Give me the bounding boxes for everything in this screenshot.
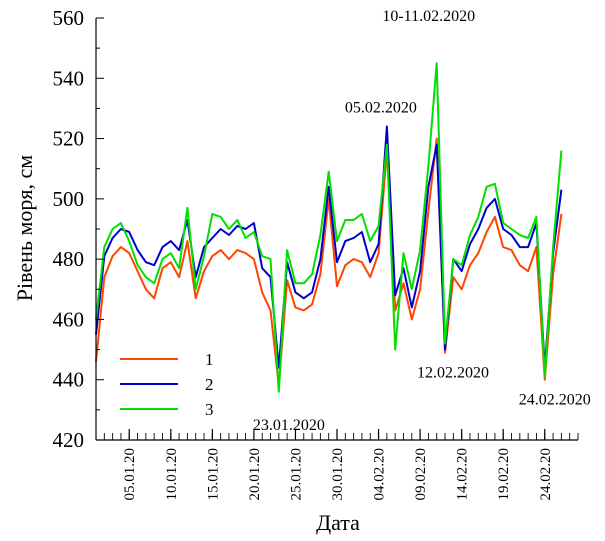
x-tick-label: 09.02.20 bbox=[413, 448, 429, 501]
y-tick-label: 500 bbox=[53, 187, 85, 211]
x-tick-label: 30.01.20 bbox=[330, 448, 346, 501]
y-tick-label: 540 bbox=[53, 66, 85, 90]
series-layer bbox=[95, 62, 563, 393]
x-tick-label: 20.01.20 bbox=[247, 448, 263, 501]
legend-label-3: 3 bbox=[205, 400, 214, 419]
legend: 1 2 3 bbox=[120, 350, 214, 419]
legend-label-2: 2 bbox=[205, 375, 214, 394]
x-axis-title: Дата bbox=[316, 510, 360, 535]
annotations: 23.01.2020 05.02.2020 10-11.02.2020 12.02.2… bbox=[253, 8, 591, 434]
x-tick-label: 05.01.20 bbox=[122, 448, 138, 501]
series-line-1 bbox=[95, 137, 563, 387]
x-tick-label: 24.02.20 bbox=[538, 448, 554, 501]
x-tick-label: 19.02.20 bbox=[496, 448, 512, 501]
y-tick-label: 560 bbox=[53, 6, 85, 30]
series-line-3 bbox=[95, 62, 563, 393]
annotation-label: 10-11.02.2020 bbox=[382, 8, 475, 25]
y-tick-label: 420 bbox=[53, 428, 85, 452]
y-tick-label: 520 bbox=[53, 127, 85, 151]
x-tick-label: 25.01.20 bbox=[288, 448, 304, 501]
x-axis: 05.01.20 10.01.20 15.01.20 20.01.20 25.01.20… bbox=[95, 429, 579, 501]
y-axis: 420 440 460 480 500 520 540 560 bbox=[53, 6, 104, 452]
x-tick-label: 14.02.20 bbox=[455, 448, 471, 501]
y-tick-label: 440 bbox=[53, 368, 85, 392]
y-tick-label: 480 bbox=[53, 247, 85, 271]
series-line-2 bbox=[95, 125, 563, 369]
annotation-label: 24.02.2020 bbox=[519, 392, 591, 409]
x-tick-label: 10.01.20 bbox=[164, 448, 180, 501]
x-tick-label: 04.02.20 bbox=[372, 448, 388, 501]
annotation-label: 12.02.2020 bbox=[417, 365, 489, 382]
annotation-label: 23.01.2020 bbox=[253, 417, 325, 434]
y-axis-title: Рівень моря, см bbox=[12, 155, 37, 301]
y-tick-label: 460 bbox=[53, 307, 85, 331]
annotation-label: 05.02.2020 bbox=[345, 100, 417, 117]
legend-label-1: 1 bbox=[205, 350, 214, 369]
x-tick-label: 15.01.20 bbox=[205, 448, 221, 501]
